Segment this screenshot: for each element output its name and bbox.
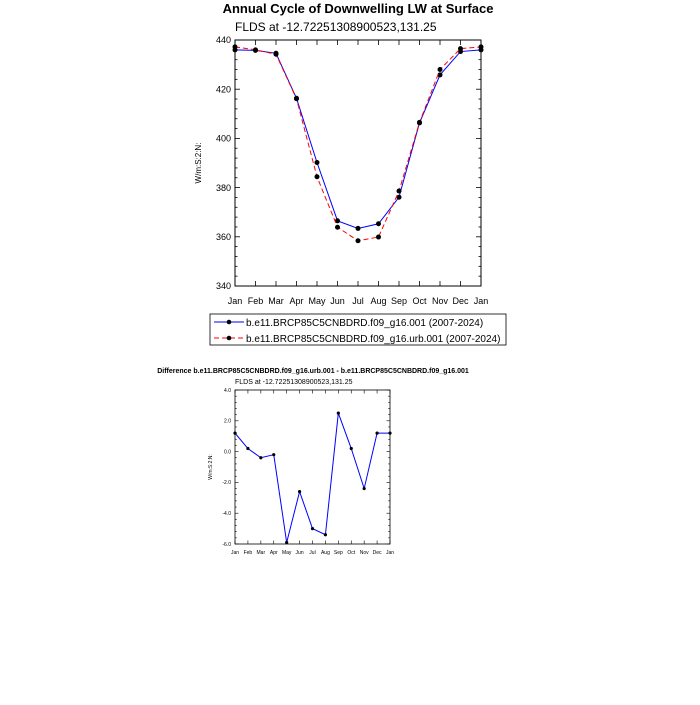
x-tick-label-jan: Jan — [231, 550, 239, 556]
legend-label-series-1: b.e11.BRCP85C5CNBDRD.f09_g16.001 (2007-2… — [246, 318, 483, 329]
x-tick-label-jun: Jun — [330, 296, 345, 306]
chart-title: Annual Cycle of Downwelling LW at Surfac… — [223, 1, 494, 16]
x-tick-label-aug: Aug — [321, 550, 330, 556]
y-tick-label: 420 — [216, 84, 231, 94]
difference-y-axis-label: W/m:S:2:N: — [208, 454, 214, 480]
x-tick-label-apr: Apr — [270, 550, 278, 556]
y-tick-label: 380 — [216, 183, 231, 193]
y-tick-label: 0.0 — [224, 449, 231, 455]
data-point-series-1 — [310, 527, 315, 531]
data-point-series-2 — [437, 67, 443, 73]
data-point-series-2 — [294, 96, 299, 102]
data-point-series-1 — [323, 533, 328, 537]
data-point-series-1 — [246, 446, 250, 451]
data-point-series-1 — [314, 160, 320, 166]
series-lines — [232, 44, 484, 244]
data-point-series-2 — [396, 188, 402, 194]
data-point-series-1 — [355, 225, 361, 231]
axis-ticks — [234, 39, 482, 287]
data-point-series-1 — [396, 194, 402, 200]
data-point-series-1 — [285, 540, 289, 545]
data-point-series-1 — [437, 72, 443, 78]
x-tick-label-nov: Nov — [360, 550, 369, 556]
x-tick-label-may: May — [308, 296, 326, 306]
difference-chart-title: Difference b.e11.BRCP85C5CNBDRD.f09_g16.… — [157, 368, 469, 375]
x-tick-label-jan: Jan — [474, 296, 489, 306]
data-point-series-2 — [273, 51, 279, 57]
x-tick-label-sep: Sep — [391, 296, 407, 306]
data-point-series-1 — [233, 431, 237, 435]
y-tick-labels: 340 360 380 400 420 440 — [216, 35, 231, 291]
y-tick-label: -4.0 — [222, 511, 231, 517]
plot-area-frame — [234, 39, 482, 287]
data-point-series-2 — [478, 44, 484, 50]
data-point-series-1 — [349, 446, 353, 451]
x-tick-label-jul: Jul — [352, 296, 364, 306]
data-point-series-2 — [376, 234, 381, 240]
x-tick-label-mar: Mar — [257, 550, 266, 556]
difference-chart: Difference b.e11.BRCP85C5CNBDRD.f09_g16.… — [157, 368, 469, 556]
data-point-series-2 — [314, 174, 320, 180]
legend-marker-series-1 — [226, 319, 232, 325]
legend: b.e11.BRCP85C5CNBDRD.f09_g16.001 (2007-2… — [209, 313, 507, 346]
x-tick-label-oct: Oct — [347, 550, 355, 556]
data-point-series-1 — [297, 490, 302, 494]
x-tick-labels: Jan Feb Mar Apr May Jun Jul Aug Sep Oct Nov Dec Jan — [228, 296, 489, 306]
y-tick-label: -2.0 — [222, 480, 231, 486]
y-tick-label: 360 — [216, 232, 231, 242]
x-tick-label-aug: Aug — [370, 296, 386, 306]
data-point-series-1 — [272, 453, 276, 457]
series-line-2 — [234, 46, 482, 242]
y-tick-label: 440 — [216, 35, 231, 45]
x-tick-label-feb: Feb — [244, 550, 253, 556]
y-axis-label: W/m:S:2:N: — [194, 143, 203, 184]
x-tick-label-nov: Nov — [432, 296, 449, 306]
data-point-series-1 — [375, 431, 379, 435]
legend-box — [209, 313, 507, 346]
data-point-series-1 — [376, 221, 381, 227]
x-tick-label-feb: Feb — [248, 296, 264, 306]
x-tick-label-jan: Jan — [228, 296, 243, 306]
y-tick-label: 2.0 — [224, 419, 231, 425]
series-line-1 — [234, 49, 482, 229]
data-point-series-2 — [232, 44, 238, 50]
difference-x-tick-labels: Jan Feb Mar Apr May Jun Jul Aug Sep Oct Nov Dec Jan — [231, 550, 394, 556]
x-tick-label-jul: Jul — [309, 550, 315, 556]
series-line-1 — [234, 412, 390, 543]
y-tick-label: 4.0 — [224, 388, 231, 394]
difference-chart-subtitle: FLDS at -12.72251308900523,131.25 — [235, 379, 353, 386]
legend-marker-series-2 — [226, 335, 232, 341]
difference-series-line — [233, 411, 392, 545]
x-tick-label-oct: Oct — [412, 296, 427, 306]
data-point-series-2 — [417, 119, 422, 125]
x-tick-label-sep: Sep — [334, 550, 343, 556]
data-point-series-1 — [362, 486, 366, 491]
x-tick-label-jan: Jan — [386, 550, 394, 556]
x-tick-label-apr: Apr — [289, 296, 303, 306]
data-point-series-2 — [458, 46, 463, 52]
difference-axis-ticks — [234, 389, 391, 545]
data-point-series-1 — [259, 456, 263, 460]
annual-cycle-chart: Annual Cycle of Downwelling LW at Surfac… — [194, 1, 507, 346]
y-tick-label: 400 — [216, 134, 231, 144]
x-tick-label-jun: Jun — [296, 550, 304, 556]
data-point-series-1 — [336, 411, 340, 415]
chart-subtitle: FLDS at -12.72251308900523,131.25 — [235, 20, 437, 34]
y-tick-label: -6.0 — [222, 542, 231, 548]
data-point-series-1 — [388, 431, 392, 435]
data-point-series-2 — [253, 47, 258, 53]
x-tick-label-may: May — [282, 550, 292, 556]
legend-label-series-2: b.e11.BRCP85C5CNBDRD.f09_g16.urb.001 (20… — [246, 334, 500, 345]
data-point-series-1 — [335, 218, 340, 224]
data-point-series-2 — [335, 224, 340, 230]
data-point-series-2 — [355, 238, 361, 244]
difference-y-tick-labels: -6.0 -4.0 -2.0 0.0 2.0 4.0 — [222, 388, 231, 548]
y-tick-label: 340 — [216, 281, 231, 291]
x-tick-label-dec: Dec — [452, 296, 469, 306]
difference-plot-area-frame — [234, 389, 391, 545]
x-tick-label-mar: Mar — [268, 296, 284, 306]
x-tick-label-dec: Dec — [373, 550, 382, 556]
